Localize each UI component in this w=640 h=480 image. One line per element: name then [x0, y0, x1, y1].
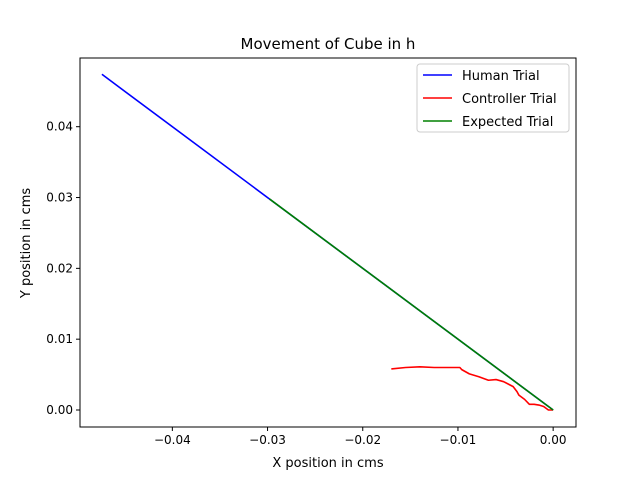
x-tick-label: −0.01 — [440, 433, 477, 447]
plot-frame — [79, 57, 577, 428]
series-line-expected-trial — [268, 198, 554, 411]
y-tick-label: 0.04 — [46, 120, 73, 134]
legend-box — [416, 63, 570, 133]
legend-label: Controller Trial — [462, 92, 557, 107]
y-tick-label: 0.01 — [46, 332, 73, 346]
chart-title: Movement of Cube in h — [241, 35, 416, 53]
legend-label: Expected Trial — [462, 115, 553, 130]
y-tick-label: 0.02 — [46, 261, 73, 275]
legend: Human Trial Controller Trial Expected Tria… — [416, 63, 570, 133]
y-axis-label: Y position in cms — [19, 188, 34, 299]
x-axis-label: X position in cms — [272, 456, 383, 471]
axis-ticks: −0.04 −0.03 −0.02 −0.01 0.00 0.00 0.01 0.02 0.03… — [46, 120, 566, 447]
legend-label: Human Trial — [462, 69, 540, 84]
y-tick-label: 0.03 — [46, 191, 73, 205]
y-tick-label: 0.00 — [46, 403, 73, 417]
x-tick-label: −0.03 — [249, 433, 286, 447]
series-line-controller-trial — [391, 365, 554, 411]
plot-area — [101, 73, 554, 411]
x-tick-label: 0.00 — [540, 433, 567, 447]
x-tick-label: −0.04 — [154, 433, 191, 447]
x-tick-label: −0.02 — [344, 433, 381, 447]
